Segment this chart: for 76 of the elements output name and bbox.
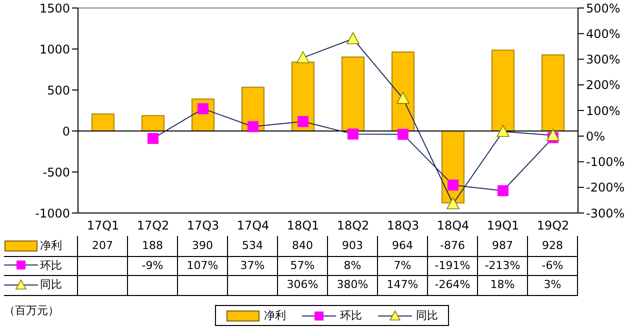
point xyxy=(298,116,308,128)
point xyxy=(148,132,158,144)
x-tick-label: 18Q4 xyxy=(436,218,470,233)
text: （百万元） xyxy=(4,302,59,318)
y-tick-label: 1500 xyxy=(39,1,70,16)
y2-tick-label: 300% xyxy=(586,52,620,67)
data-label: 188 xyxy=(128,236,178,256)
point xyxy=(296,51,310,64)
y2-tick-label: 400% xyxy=(586,26,620,41)
legend-label: 净利 xyxy=(40,238,62,254)
data-label: 37% xyxy=(228,256,278,275)
x-tick-label: 17Q1 xyxy=(86,218,120,233)
y2-tick-label: 200% xyxy=(586,78,620,92)
data-label: 107% xyxy=(178,256,228,275)
data-label: -6% xyxy=(528,256,578,275)
data-label: 380% xyxy=(328,275,378,294)
data-label: -9% xyxy=(128,256,178,275)
point xyxy=(396,92,410,104)
text: 净利 xyxy=(264,309,286,322)
text: 同比 xyxy=(40,278,62,292)
y-tick-label: -1000 xyxy=(35,206,70,220)
data-label: -876 xyxy=(428,236,478,256)
data-label: 928 xyxy=(528,236,578,256)
point xyxy=(448,180,458,191)
y2-tick-label: 0% xyxy=(586,129,606,144)
point xyxy=(398,128,408,140)
x-tick-label: 18Q2 xyxy=(336,218,370,233)
point xyxy=(348,128,358,140)
bar xyxy=(142,115,164,132)
x-tick-label: 18Q3 xyxy=(386,218,420,233)
data-label: 390 xyxy=(178,236,228,256)
bar xyxy=(392,51,414,132)
data-label: 147% xyxy=(378,275,428,294)
x-tick-label: 18Q1 xyxy=(286,218,320,233)
data-label: -264% xyxy=(428,275,478,294)
y2-tick-label: -300% xyxy=(586,206,625,220)
y2-tick-label: 500% xyxy=(586,1,620,16)
x-tick-label: 19Q1 xyxy=(486,218,520,233)
data-label: 3% xyxy=(528,275,578,294)
y2-tick-label: -200% xyxy=(586,180,625,195)
point xyxy=(546,128,560,141)
data-label: 8% xyxy=(328,256,378,275)
data-label: 534 xyxy=(228,236,278,256)
bar xyxy=(92,114,114,132)
point xyxy=(498,185,508,196)
data-label: 18% xyxy=(478,275,528,294)
bar xyxy=(542,54,564,132)
data-label: -191% xyxy=(428,256,478,275)
y-tick-label: -500 xyxy=(42,165,70,180)
data-label: 903 xyxy=(328,236,378,256)
data-label: 987 xyxy=(478,236,528,256)
data-label: 57% xyxy=(278,256,328,275)
y-tick-label: 0 xyxy=(62,124,70,138)
point xyxy=(496,125,510,137)
point xyxy=(248,121,258,132)
y2-tick-label: -100% xyxy=(586,155,625,170)
x-tick-label: 17Q3 xyxy=(186,218,220,233)
data-label: 207 xyxy=(78,236,128,256)
text: 环比 xyxy=(340,309,362,322)
bar xyxy=(342,56,364,132)
data-label: 840 xyxy=(278,236,328,256)
y-tick-label: 500 xyxy=(47,83,70,98)
data-label: 964 xyxy=(378,236,428,256)
x-tick-label: 17Q4 xyxy=(236,218,270,233)
data-label: 7% xyxy=(378,256,428,275)
y2-tick-label: 100% xyxy=(586,104,620,118)
y-tick-label: 1000 xyxy=(39,42,70,56)
legend-label: 同比 xyxy=(416,308,438,323)
bar xyxy=(492,50,514,132)
point xyxy=(446,197,460,210)
data-label: 306% xyxy=(278,275,328,294)
x-tick-label: 19Q2 xyxy=(536,218,570,233)
data-label: -213% xyxy=(478,256,528,275)
legend-label: 环比 xyxy=(40,258,62,273)
x-tick-label: 17Q2 xyxy=(136,218,170,233)
point xyxy=(346,32,360,44)
